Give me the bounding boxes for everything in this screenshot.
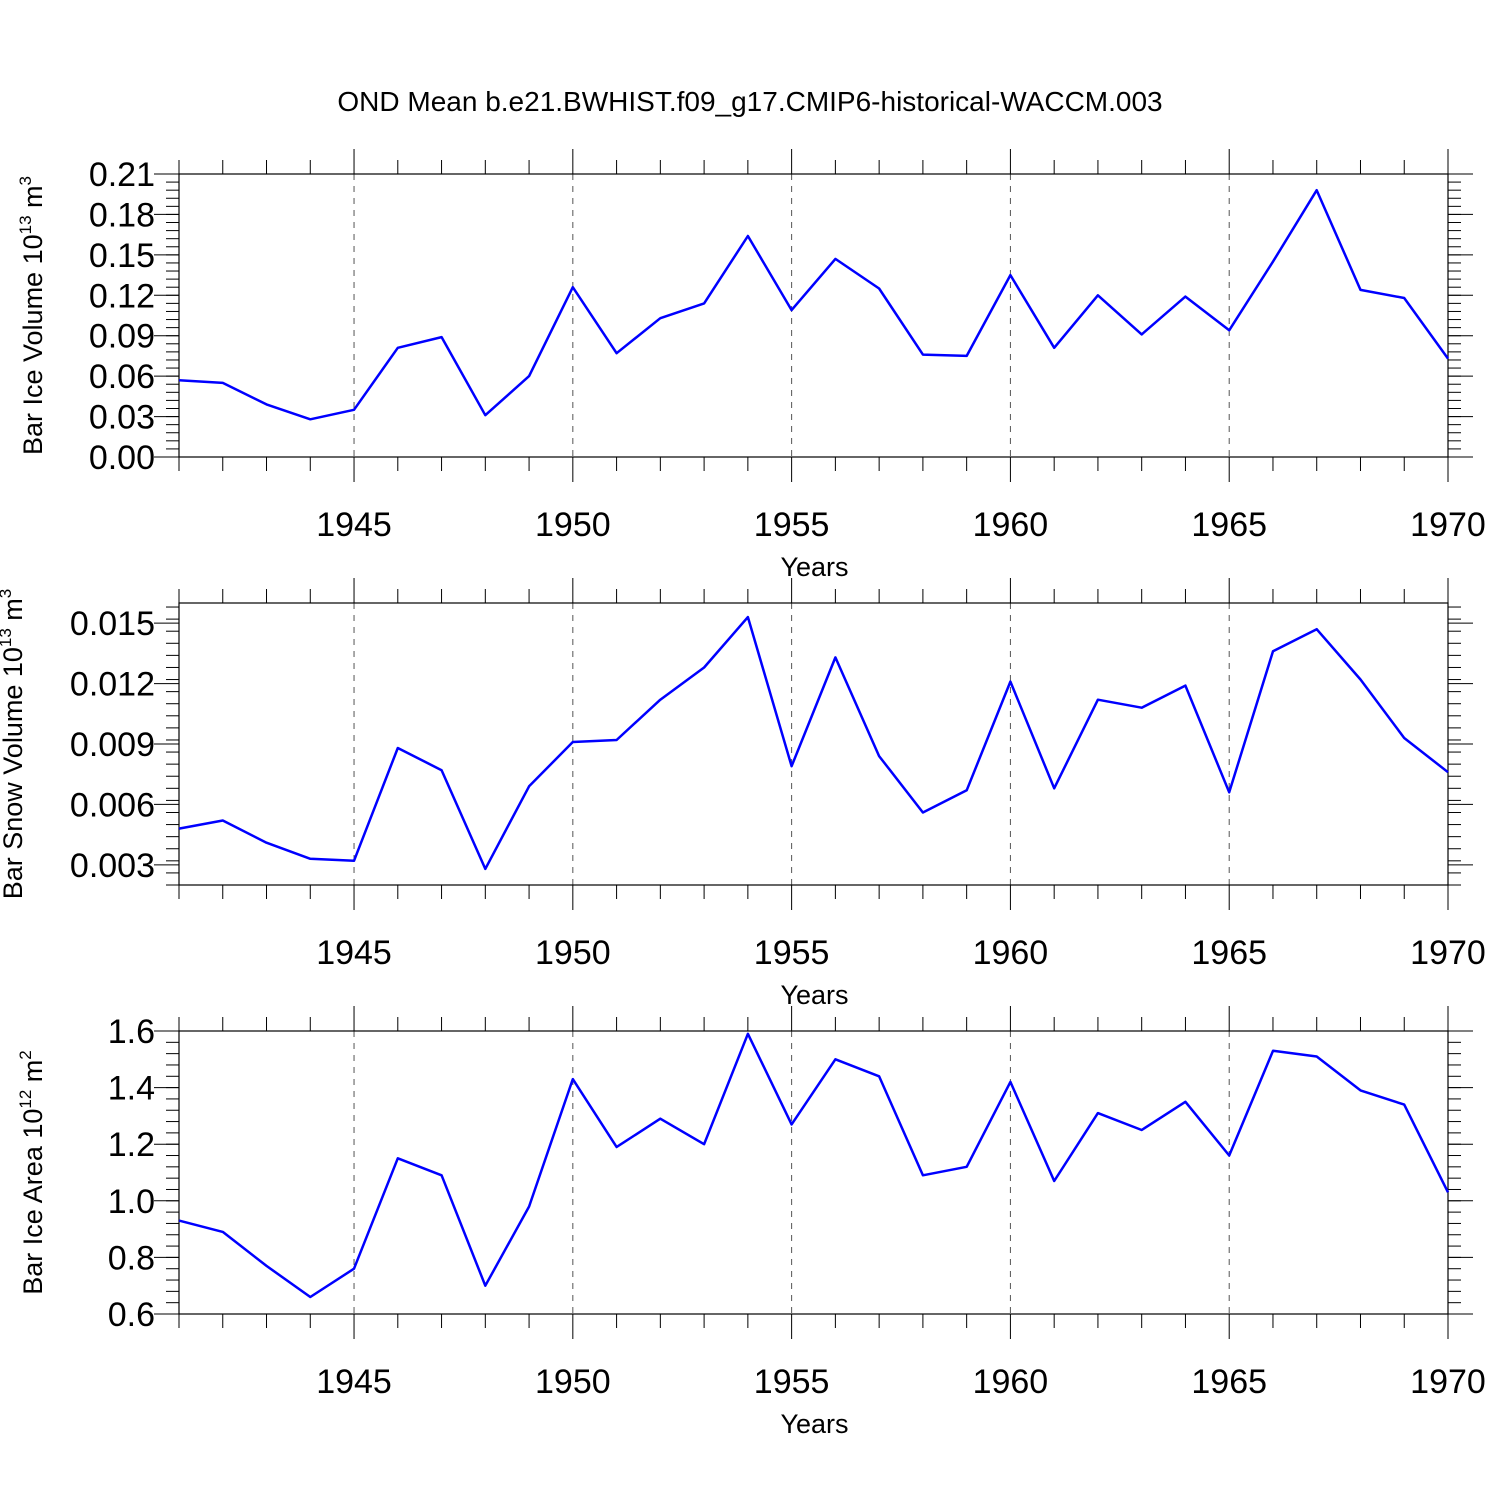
figure-title: OND Mean b.e21.BWHIST.f09_g17.CMIP6-hist…: [337, 86, 1162, 117]
y-tick-label: 0.8: [108, 1239, 155, 1277]
y-tick-label: 0.009: [70, 726, 155, 764]
x-axis-label: Years: [780, 552, 848, 582]
x-tick-label: 1955: [754, 934, 830, 972]
x-tick-label: 1955: [754, 1363, 830, 1401]
x-tick-label: 1950: [535, 1363, 611, 1401]
y-axis-label: Bar Ice Area 1012 m2: [16, 1050, 48, 1295]
y-axis-label: Bar Snow Volume 1013 m3: [0, 589, 28, 900]
y-tick-label: 0.003: [70, 847, 155, 885]
y-tick-label: 1.4: [108, 1070, 155, 1108]
x-tick-label: 1970: [1410, 506, 1486, 544]
x-tick-label: 1945: [316, 1363, 392, 1401]
y-tick-label: 0.12: [89, 277, 155, 315]
x-tick-label: 1970: [1410, 1363, 1486, 1401]
y-tick-label: 0.00: [89, 439, 155, 477]
y-tick-label: 0.015: [70, 605, 155, 643]
y-tick-label: 1.6: [108, 1013, 155, 1051]
x-tick-label: 1960: [973, 1363, 1049, 1401]
series-line: [178, 615, 1449, 871]
x-tick-label: 1945: [316, 506, 392, 544]
x-tick-label: 1970: [1410, 934, 1486, 972]
x-tick-label: 1955: [754, 506, 830, 544]
y-tick-label: 0.09: [89, 318, 155, 356]
y-tick-label: 0.18: [89, 196, 155, 234]
x-axis-label: Years: [780, 980, 848, 1010]
y-tick-label: 0.006: [70, 786, 155, 824]
panel-ice-area: 0.6 0.8 1.0 1.2 1.4 1.6 1945 1950 1955 1960 1965 19…: [16, 1006, 1486, 1439]
y-tick-label: 0.06: [89, 358, 155, 396]
x-tick-label: 1965: [1191, 506, 1267, 544]
panel-snow-volume: 0.003 0.006 0.009 0.012 0.015 1945 1950 1955 196…: [0, 578, 1486, 1010]
series-line: [178, 188, 1450, 421]
x-tick-label: 1950: [535, 934, 611, 972]
y-tick-label: 0.6: [108, 1296, 155, 1334]
x-axis-label: Years: [780, 1409, 848, 1439]
y-tick-label: 0.15: [89, 237, 155, 275]
y-axis-label: Bar Ice Volume 1013 m3: [16, 176, 48, 455]
y-tick-label: 0.012: [70, 666, 155, 704]
y-tick-label: 0.21: [89, 156, 155, 194]
x-tick-label: 1960: [973, 934, 1049, 972]
x-tick-label: 1965: [1191, 1363, 1267, 1401]
x-tick-label: 1965: [1191, 934, 1267, 972]
panel-ice-volume: 0.000.030.060.090.120.150.180.21 1945 1950…: [16, 149, 1486, 582]
plot-frame: [178, 602, 1449, 886]
y-tick-label: 0.03: [89, 399, 155, 437]
x-tick-label: 1950: [535, 506, 611, 544]
plot-frame: [178, 1030, 1449, 1315]
x-tick-label: 1960: [973, 506, 1049, 544]
plot-frame: [178, 173, 1449, 458]
y-tick-label: 1.0: [108, 1183, 155, 1221]
x-tick-label: 1945: [316, 934, 392, 972]
series-line: [178, 1032, 1450, 1299]
y-tick-label: 1.2: [108, 1126, 155, 1164]
